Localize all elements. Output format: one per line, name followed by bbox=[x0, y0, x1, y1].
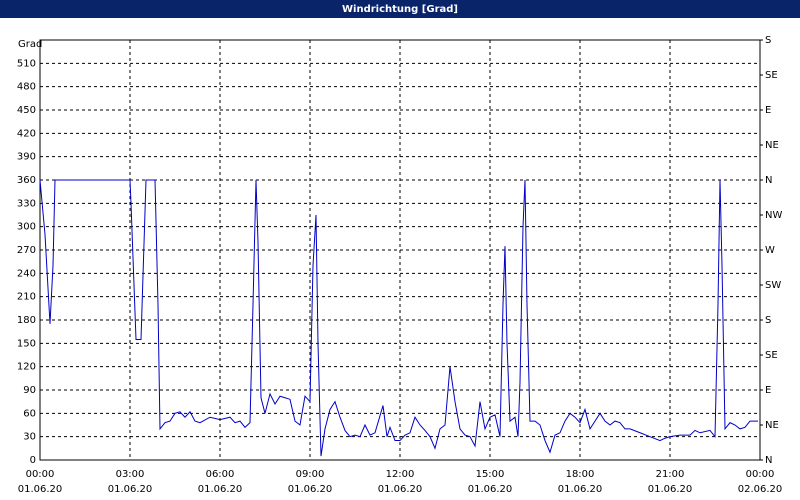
x-tick-date: 02.06.20 bbox=[738, 484, 783, 495]
y-tick-label: 390 bbox=[17, 152, 36, 163]
y-tick-label: 450 bbox=[17, 105, 36, 116]
y-tick-label: 480 bbox=[17, 82, 36, 93]
chart-title: Windrichtung [Grad] bbox=[342, 4, 458, 15]
x-tick-date: 01.06.20 bbox=[468, 484, 513, 495]
y-tick-label: 330 bbox=[17, 198, 36, 209]
data-line bbox=[39, 179, 758, 457]
x-tick-label: 12:00 bbox=[386, 469, 415, 480]
y-tick-label: 270 bbox=[17, 245, 36, 256]
y-tick-label: 0 bbox=[30, 455, 36, 466]
y-tick-label: 150 bbox=[17, 338, 36, 349]
title-bar bbox=[0, 0, 800, 18]
y-tick-label: 210 bbox=[17, 292, 36, 303]
x-tick-label: 09:00 bbox=[296, 469, 325, 480]
y2-tick-label: S bbox=[765, 35, 771, 46]
y-tick-label: 90 bbox=[23, 385, 36, 396]
y-tick-label: 30 bbox=[23, 432, 36, 443]
x-tick-label: 21:00 bbox=[656, 469, 685, 480]
y2-tick-label: S bbox=[765, 315, 771, 326]
y2-tick-label: W bbox=[765, 245, 775, 256]
x-tick-label: 00:00 bbox=[26, 469, 55, 480]
y2-tick-label: SE bbox=[765, 350, 778, 361]
y-tick-label: 420 bbox=[17, 128, 36, 139]
y2-tick-label: NE bbox=[765, 140, 779, 151]
x-tick-label: 15:00 bbox=[476, 469, 505, 480]
y-tick-label: 120 bbox=[17, 362, 36, 373]
y-tick-label: 60 bbox=[23, 408, 36, 419]
x-tick-date: 01.06.20 bbox=[18, 484, 63, 495]
y2-tick-label: N bbox=[765, 455, 772, 466]
y-tick-label: 240 bbox=[17, 268, 36, 279]
y2-tick-label: E bbox=[765, 385, 771, 396]
y2-tick-label: N bbox=[765, 175, 772, 186]
y2-tick-label: NE bbox=[765, 420, 779, 431]
y-axis-label: Grad bbox=[18, 39, 42, 50]
x-tick-date: 01.06.20 bbox=[108, 484, 153, 495]
x-tick-date: 01.06.20 bbox=[198, 484, 243, 495]
x-tick-label: 18:00 bbox=[566, 469, 595, 480]
x-tick-label: 03:00 bbox=[116, 469, 145, 480]
y2-tick-label: NW bbox=[765, 210, 782, 221]
y2-tick-label: SW bbox=[765, 280, 781, 291]
x-tick-label: 00:00 bbox=[746, 469, 775, 480]
x-tick-date: 01.06.20 bbox=[558, 484, 603, 495]
y-tick-label: 360 bbox=[17, 175, 36, 186]
y-tick-label: 180 bbox=[17, 315, 36, 326]
y-tick-label: 300 bbox=[17, 222, 36, 233]
y-tick-label: 510 bbox=[17, 58, 36, 69]
x-tick-date: 01.06.20 bbox=[288, 484, 333, 495]
x-tick-label: 06:00 bbox=[206, 469, 235, 480]
y2-tick-label: SE bbox=[765, 70, 778, 81]
y2-tick-label: E bbox=[765, 105, 771, 116]
x-tick-date: 01.06.20 bbox=[378, 484, 423, 495]
x-tick-date: 01.06.20 bbox=[648, 484, 693, 495]
